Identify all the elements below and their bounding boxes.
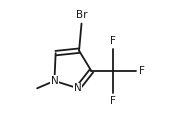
- Text: F: F: [110, 36, 116, 46]
- Text: N: N: [74, 83, 82, 93]
- Text: F: F: [139, 66, 145, 76]
- Text: Br: Br: [76, 10, 87, 21]
- Text: F: F: [110, 96, 116, 106]
- Text: N: N: [51, 76, 58, 86]
